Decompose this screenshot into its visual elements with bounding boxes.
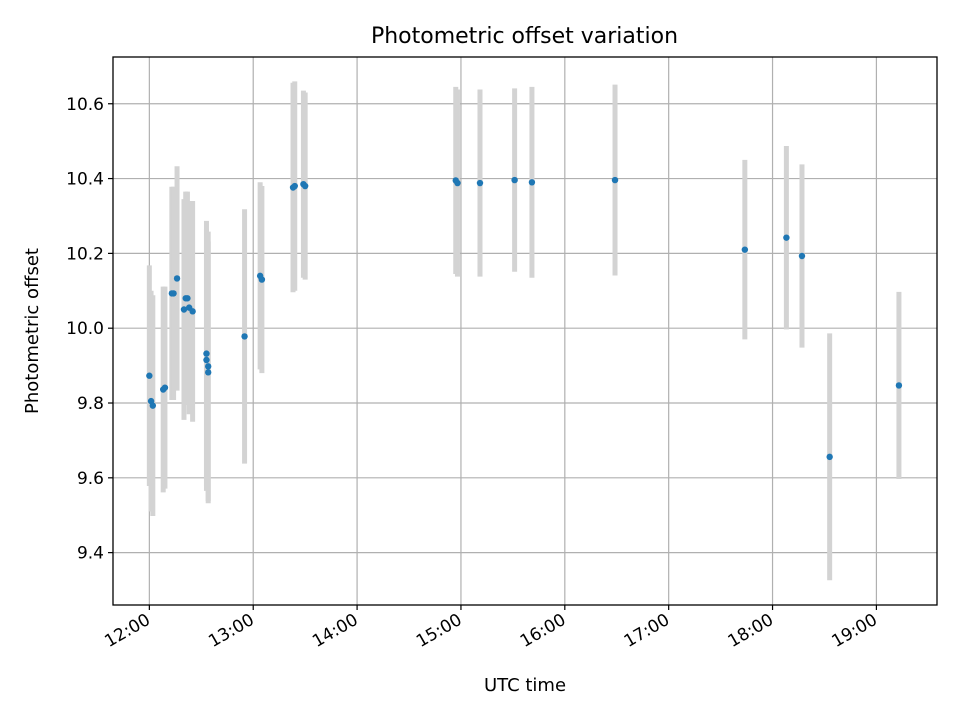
data-point [184, 295, 191, 302]
data-point [203, 350, 210, 357]
x-axis-label: UTC time [484, 675, 566, 696]
data-point [241, 333, 248, 340]
data-point [149, 402, 157, 409]
y-axis-ticks: 9.4 9.6 9.8 10.0 10.2 10.4 10.6 [66, 95, 113, 564]
data-point [205, 363, 212, 370]
data-point [291, 182, 298, 190]
y-tick-label: 9.8 [77, 394, 104, 414]
data-point [189, 308, 196, 315]
data-point [528, 179, 536, 186]
data-point [895, 382, 903, 389]
grid-lines [113, 57, 937, 605]
y-axis-label: Photometric offset [22, 248, 43, 414]
data-point [826, 453, 833, 461]
x-tick-label: 16:00 [517, 610, 569, 652]
data-points [146, 176, 903, 461]
data-point [783, 234, 790, 241]
data-point [170, 290, 177, 297]
data-point [611, 176, 619, 184]
y-tick-label: 9.6 [77, 469, 104, 489]
data-point [511, 176, 518, 184]
data-point [476, 179, 484, 187]
x-tick-label: 18:00 [725, 610, 777, 652]
data-point [741, 246, 749, 253]
y-tick-label: 9.4 [77, 544, 104, 564]
x-tick-label: 19:00 [828, 610, 880, 652]
x-tick-label: 15:00 [413, 610, 465, 652]
y-tick-label: 10.6 [66, 95, 104, 115]
x-axis-ticks: 12:00 13:00 14:00 15:00 16:00 17:00 18:00 19:00 [101, 605, 881, 652]
data-point [203, 356, 210, 364]
y-tick-label: 10.2 [66, 244, 104, 264]
y-tick-label: 10.4 [66, 170, 104, 190]
data-point [146, 372, 153, 379]
chart-title: Photometric offset variation [371, 24, 678, 49]
y-tick-label: 10.0 [66, 319, 104, 339]
data-point [454, 179, 461, 187]
data-point [258, 276, 266, 283]
x-tick-label: 17:00 [621, 610, 673, 652]
plot-frame [112, 56, 938, 606]
error-bars [146, 81, 902, 581]
x-tick-label: 13:00 [205, 610, 257, 652]
data-point [161, 384, 169, 391]
data-point [173, 275, 181, 282]
data-point [798, 252, 806, 260]
x-tick-label: 12:00 [101, 610, 153, 652]
data-point [180, 306, 188, 313]
x-tick-label: 14:00 [309, 610, 361, 652]
data-point [301, 182, 309, 190]
data-point [205, 369, 212, 376]
